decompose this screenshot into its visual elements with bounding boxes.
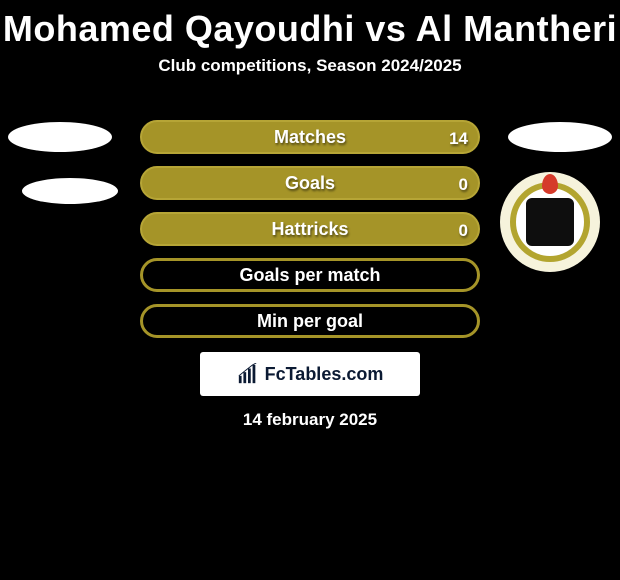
stat-bar: Goals per match — [140, 258, 480, 292]
stat-row-matches: Matches 14 — [0, 120, 620, 166]
stat-bar: Matches 14 — [140, 120, 480, 154]
date-text: 14 february 2025 — [0, 410, 620, 430]
stat-label: Goals per match — [239, 265, 380, 286]
stat-label: Min per goal — [257, 311, 363, 332]
stat-label: Goals — [285, 173, 335, 194]
stat-row-goals-per-match: Goals per match — [0, 258, 620, 304]
stat-bars: Matches 14 Goals 0 Hattricks 0 Goals per… — [0, 120, 620, 350]
stat-bar: Hattricks 0 — [140, 212, 480, 246]
stat-label: Hattricks — [271, 219, 348, 240]
stat-row-min-per-goal: Min per goal — [0, 304, 620, 350]
branding-text: FcTables.com — [265, 364, 384, 385]
branding-chart-icon — [237, 363, 259, 385]
comparison-infographic: Mohamed Qayoudhi vs Al Mantheri Club com… — [0, 0, 620, 580]
stat-bar: Goals 0 — [140, 166, 480, 200]
stat-row-hattricks: Hattricks 0 — [0, 212, 620, 258]
stat-row-goals: Goals 0 — [0, 166, 620, 212]
page-title: Mohamed Qayoudhi vs Al Mantheri — [0, 0, 620, 50]
stat-right-value: 0 — [459, 168, 468, 202]
branding-badge: FcTables.com — [200, 352, 420, 396]
stat-label: Matches — [274, 127, 346, 148]
page-subtitle: Club competitions, Season 2024/2025 — [0, 56, 620, 76]
stat-right-value: 14 — [449, 122, 468, 156]
stat-bar: Min per goal — [140, 304, 480, 338]
stat-right-value: 0 — [459, 214, 468, 248]
